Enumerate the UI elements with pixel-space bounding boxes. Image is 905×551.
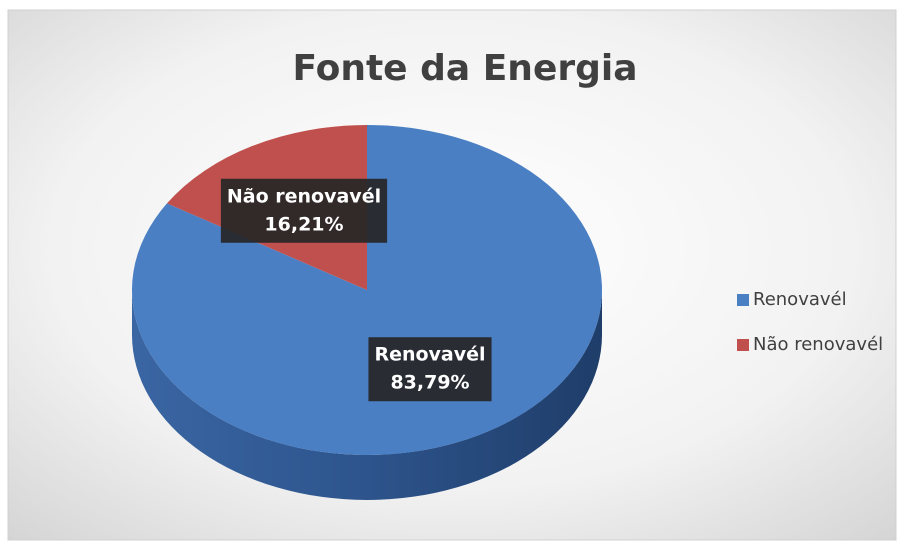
legend-swatch <box>737 294 749 306</box>
data-label: Não renovavél 16,21% <box>220 178 388 243</box>
legend-swatch <box>737 339 749 351</box>
data-label-category: Renovavél <box>374 344 485 366</box>
chart-title: Fonte da Energia <box>292 48 637 89</box>
legend-label: Renovavél <box>753 289 847 310</box>
data-label-value: 16,21% <box>264 213 343 235</box>
data-label: Renovavél 83,79% <box>368 337 492 402</box>
data-label-box <box>368 337 492 402</box>
data-label-value: 83,79% <box>390 372 469 394</box>
pie-slice-side <box>132 290 602 500</box>
data-label-box <box>220 178 388 243</box>
data-label-category: Não renovavél <box>227 185 381 207</box>
legend-label: Não renovavél <box>753 334 883 355</box>
